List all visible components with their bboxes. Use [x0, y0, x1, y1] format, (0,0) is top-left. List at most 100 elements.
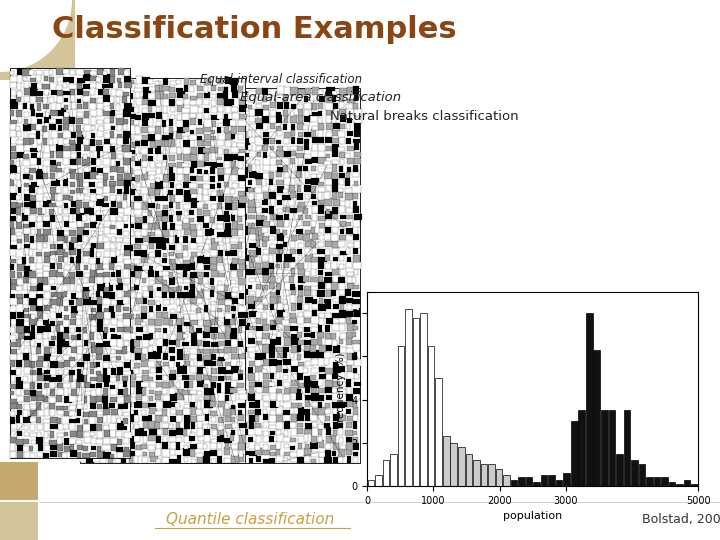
Bar: [50, 110, 58, 116]
Bar: [215, 185, 219, 192]
Bar: [242, 187, 251, 192]
Bar: [156, 107, 161, 112]
Bar: [256, 152, 261, 157]
Bar: [189, 241, 197, 249]
Bar: [170, 262, 176, 271]
Bar: [17, 377, 22, 382]
Bar: [225, 376, 231, 380]
Bar: [37, 360, 44, 367]
Bar: [199, 153, 207, 158]
Bar: [249, 109, 255, 116]
Bar: [102, 354, 109, 360]
Bar: [63, 123, 69, 130]
Bar: [156, 91, 163, 99]
Bar: [80, 293, 85, 298]
Bar: [117, 124, 122, 131]
Bar: [228, 86, 233, 94]
Bar: [110, 69, 114, 76]
Bar: [10, 451, 16, 458]
Bar: [30, 138, 34, 144]
Bar: [162, 113, 168, 119]
Bar: [190, 401, 195, 407]
Bar: [261, 114, 269, 123]
Bar: [43, 313, 48, 320]
Bar: [114, 292, 118, 297]
Bar: [304, 318, 312, 323]
Bar: [283, 94, 287, 102]
Bar: [104, 429, 110, 437]
Bar: [156, 312, 163, 318]
Bar: [347, 357, 354, 366]
Bar: [124, 352, 131, 360]
Bar: [224, 259, 231, 264]
Bar: [88, 112, 92, 119]
Bar: [148, 198, 155, 202]
Bar: [248, 339, 256, 344]
Bar: [197, 112, 202, 119]
Bar: [77, 194, 85, 200]
Bar: [211, 153, 217, 160]
Bar: [184, 286, 188, 290]
Bar: [325, 444, 331, 449]
Bar: [191, 284, 195, 291]
Bar: [213, 443, 217, 450]
Bar: [156, 178, 161, 182]
Bar: [256, 227, 264, 235]
Bar: [177, 366, 184, 374]
Bar: [165, 354, 171, 360]
Bar: [239, 454, 243, 462]
Bar: [81, 99, 87, 106]
Bar: [122, 441, 130, 449]
Bar: [189, 218, 194, 222]
Bar: [87, 108, 93, 112]
Bar: [235, 296, 241, 303]
Bar: [87, 318, 92, 326]
Bar: [58, 133, 66, 138]
Bar: [228, 185, 236, 193]
Bar: [96, 231, 103, 235]
Bar: [36, 391, 44, 396]
Bar: [96, 371, 102, 375]
Bar: [163, 266, 171, 270]
Bar: [176, 184, 181, 189]
Bar: [204, 162, 211, 166]
Bar: [30, 123, 37, 130]
Bar: [231, 365, 239, 373]
Bar: [197, 93, 203, 98]
Bar: [170, 449, 176, 456]
Bar: [211, 270, 218, 276]
Bar: [368, 480, 374, 486]
Bar: [340, 201, 346, 206]
Bar: [333, 178, 338, 185]
Bar: [155, 394, 161, 401]
Bar: [127, 93, 133, 99]
Bar: [43, 319, 50, 325]
Bar: [102, 179, 109, 187]
Bar: [116, 161, 120, 166]
Bar: [77, 152, 81, 158]
Bar: [318, 166, 325, 172]
Bar: [42, 331, 48, 339]
Bar: [204, 388, 210, 395]
Bar: [96, 175, 104, 179]
Bar: [326, 109, 334, 115]
Bar: [215, 365, 221, 373]
Bar: [37, 208, 44, 215]
Bar: [114, 367, 120, 373]
Bar: [238, 370, 243, 374]
Bar: [270, 431, 275, 435]
Bar: [277, 167, 284, 172]
Bar: [179, 338, 186, 345]
Bar: [83, 139, 89, 145]
Bar: [156, 204, 161, 208]
Bar: [332, 313, 339, 318]
Bar: [179, 136, 184, 143]
Bar: [141, 312, 147, 319]
Bar: [270, 214, 278, 220]
Bar: [17, 298, 22, 304]
Bar: [101, 306, 108, 311]
Bar: [231, 84, 237, 92]
Bar: [125, 152, 132, 158]
Bar: [115, 195, 120, 202]
Bar: [304, 103, 312, 109]
